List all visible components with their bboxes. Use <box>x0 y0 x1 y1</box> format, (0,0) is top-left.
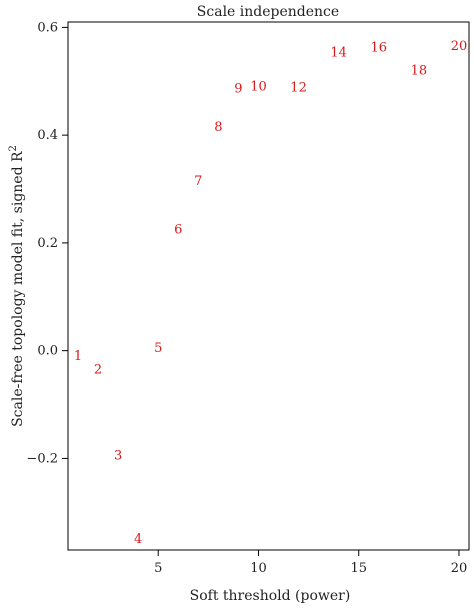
point-label: 3 <box>114 449 122 464</box>
point-label: 7 <box>194 174 202 189</box>
x-tick-label: 5 <box>154 561 162 576</box>
y-tick-label: 0.6 <box>37 20 58 35</box>
x-axis: 5 10 15 20 <box>154 550 467 576</box>
point-label: 1 <box>74 349 82 364</box>
y-axis: −0.2 0.0 0.2 0.4 0.6 <box>26 20 68 466</box>
y-axis-label-text: Scale-free topology model fit, signed R <box>10 151 26 427</box>
y-tick-label: −0.2 <box>26 451 58 466</box>
y-tick-label: 0.0 <box>37 344 58 359</box>
point-label: 4 <box>134 532 142 547</box>
y-tick-label: 0.2 <box>37 236 58 251</box>
point-label: 18 <box>411 63 428 78</box>
x-tick-label: 20 <box>451 561 468 576</box>
point-label: 12 <box>290 81 307 96</box>
data-points: 12 3 4 5 6 7 8 9 10 12 14 16 18 20 <box>74 39 467 547</box>
point-label: 5 <box>154 341 162 356</box>
point-label: 16 <box>371 40 388 55</box>
chart-title: Scale independence <box>197 4 339 20</box>
x-axis-label: Soft threshold (power) <box>190 588 351 604</box>
x-tick-label: 10 <box>250 561 267 576</box>
x-tick-label: 15 <box>350 561 367 576</box>
plot-frame <box>67 21 470 551</box>
point-label: 6 <box>174 222 182 237</box>
point-label: 14 <box>330 46 347 61</box>
point-label: 8 <box>214 120 222 135</box>
point-label: 2 <box>94 363 102 378</box>
y-axis-label-superscript: 2 <box>8 145 19 151</box>
point-label: 9 <box>234 81 242 96</box>
point-label: 20 <box>451 39 468 54</box>
y-axis-label: Scale-free topology model fit, signed R2 <box>8 145 26 427</box>
y-tick-label: 0.4 <box>37 128 58 143</box>
point-label: 10 <box>250 80 267 95</box>
